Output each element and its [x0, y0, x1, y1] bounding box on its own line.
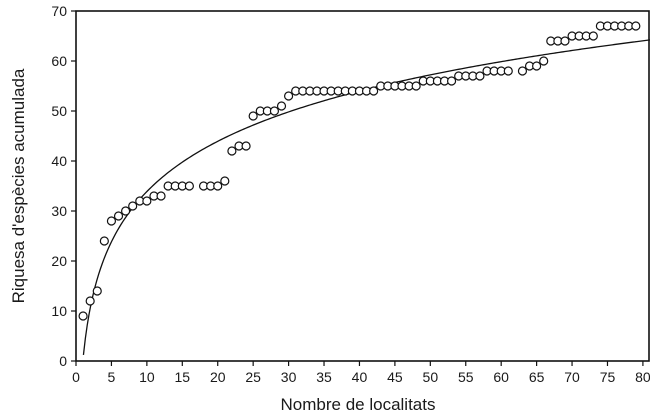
x-tick-label: 15 [175, 369, 191, 385]
y-tick-label: 30 [51, 203, 67, 219]
x-tick-label: 20 [210, 369, 226, 385]
data-point [517, 66, 528, 76]
y-tick-label: 0 [59, 353, 67, 369]
data-point [156, 191, 166, 201]
data-point [220, 176, 230, 186]
x-tick-label: 45 [387, 369, 403, 385]
data-point [446, 76, 457, 86]
data-point [276, 101, 287, 111]
y-tick-label: 60 [51, 53, 67, 69]
data-point [631, 21, 641, 31]
plot-area [75, 10, 650, 362]
x-tick-label: 60 [493, 369, 509, 385]
x-tick-label: 70 [564, 369, 580, 385]
y-tick-label: 10 [51, 303, 67, 319]
data-point [99, 236, 109, 246]
data-point [213, 181, 223, 191]
data-point [283, 91, 294, 101]
data-point [142, 196, 152, 206]
data-point [560, 36, 570, 46]
data-point [78, 311, 88, 321]
y-axis-label: Riquesa d'espècies acumulada [9, 68, 28, 303]
data-point [475, 71, 485, 81]
x-tick-label: 65 [529, 369, 545, 385]
data-point [241, 141, 251, 151]
y-tick-label: 40 [51, 153, 67, 169]
data-point [588, 31, 598, 41]
data-point [227, 146, 237, 156]
y-tick-label: 70 [51, 3, 67, 19]
x-tick-label: 40 [352, 369, 368, 385]
x-tick-label: 50 [423, 369, 439, 385]
data-point [369, 86, 379, 96]
x-tick-label: 35 [316, 369, 332, 385]
y-axis: 0 10 20 30 40 50 60 70 [51, 3, 76, 369]
x-axis: 0 5 10 15 20 25 30 35 40 45 50 55 60 65 70 75 80 [72, 361, 650, 385]
data-point [539, 56, 549, 66]
y-tick-label: 20 [51, 253, 67, 269]
x-tick-label: 75 [600, 369, 616, 385]
plot-frame [75, 10, 650, 362]
data-point [503, 66, 513, 76]
data-point [121, 206, 131, 216]
x-tick-label: 30 [281, 369, 297, 385]
x-tick-label: 5 [108, 369, 116, 385]
x-tick-label: 0 [72, 369, 80, 385]
x-tick-label: 80 [635, 369, 650, 385]
y-tick-label: 50 [51, 103, 67, 119]
x-axis-label: Nombre de localitats [281, 395, 436, 414]
data-point [532, 61, 542, 71]
data-point [269, 106, 280, 116]
x-tick-label: 55 [458, 369, 474, 385]
data-point [184, 181, 194, 191]
data-point [92, 286, 102, 296]
x-tick-label: 25 [245, 369, 261, 385]
data-point [248, 111, 258, 121]
x-tick-label: 10 [139, 369, 155, 385]
data-point [411, 81, 421, 91]
data-point [85, 296, 95, 306]
data-point [113, 211, 124, 221]
data-point [128, 201, 138, 211]
data-point [106, 216, 117, 226]
